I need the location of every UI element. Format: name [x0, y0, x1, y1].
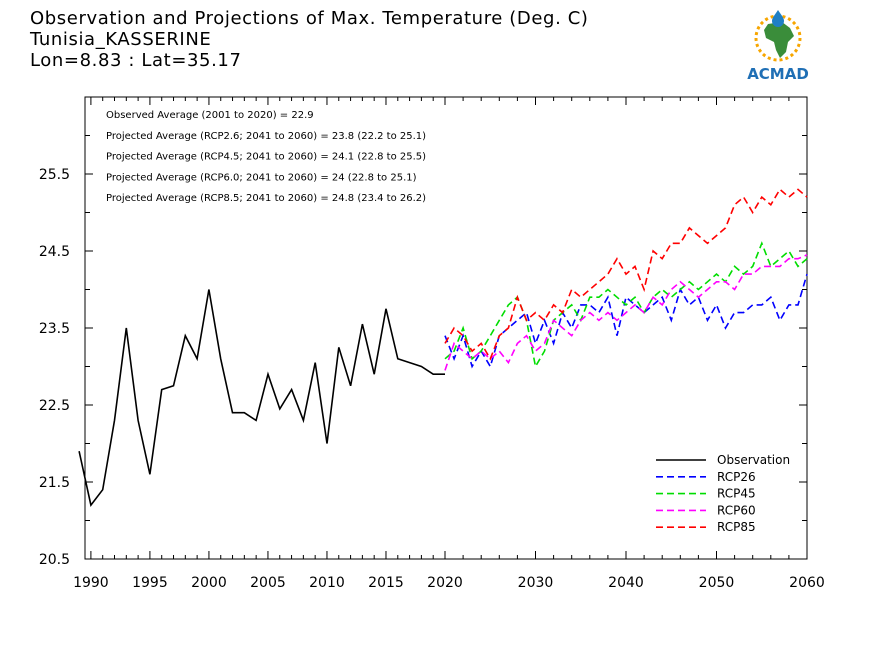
y-tick-label: 22.5: [39, 398, 70, 414]
legend-label: RCP45: [717, 487, 756, 501]
logo-text: ACMAD: [747, 65, 809, 83]
x-tick-label: 1990: [73, 575, 109, 591]
x-tick-label: 2050: [699, 575, 735, 591]
station-coordinates: Lon=8.83 : Lat=35.17: [30, 50, 242, 71]
legend: Observation RCP26 RCP45 RCP60 RCP85: [656, 453, 790, 534]
x-tick-label: 2020: [427, 575, 463, 591]
legend-label: RCP85: [717, 520, 756, 534]
y-tick-label: 21.5: [39, 475, 70, 491]
series-line-rcp45: [444, 241, 808, 369]
annotation-line: Projected Average (RCP8.5; 2041 to 2060)…: [106, 193, 426, 204]
series-group: [78, 188, 808, 507]
series-line-rcp85: [444, 188, 808, 361]
x-tick-label: 1995: [132, 575, 168, 591]
annotation-line: Observed Average (2001 to 2020) = 22.9: [106, 110, 314, 121]
acmad-logo: ACMAD: [747, 10, 809, 83]
legend-label: RCP26: [717, 470, 756, 484]
x-tick-label: 2000: [191, 575, 227, 591]
annotation-line: Projected Average (RCP2.6; 2041 to 2060)…: [106, 131, 426, 142]
chart-title: Observation and Projections of Max. Temp…: [30, 8, 589, 29]
africa-map-logo-icon: [754, 10, 802, 62]
x-tick-label: 2015: [368, 575, 404, 591]
plot-area: 20.5 21.5 22.5 23.5 24.5 25.5 1990 1995 2000 2005…: [39, 96, 825, 591]
station-name: Tunisia_KASSERINE: [30, 29, 212, 50]
x-tick-label: 2030: [518, 575, 554, 591]
y-tick-label: 25.5: [39, 167, 70, 183]
annotation-line: Projected Average (RCP6.0; 2041 to 2060)…: [106, 172, 417, 183]
legend-label: RCP60: [717, 503, 756, 517]
plot-frame: [84, 96, 808, 560]
x-tick-label: 2005: [250, 575, 286, 591]
series-line-observation: [78, 289, 445, 507]
y-tick-label: 20.5: [39, 552, 70, 568]
legend-label: Observation: [717, 453, 790, 467]
chart-title-block: Observation and Projections of Max. Temp…: [30, 8, 589, 71]
series-line-rcp60: [444, 254, 808, 371]
y-tick-label: 23.5: [39, 321, 70, 337]
x-tick-label: 2060: [789, 575, 825, 591]
x-tick-label: 2010: [309, 575, 345, 591]
y-tick-label: 24.5: [39, 244, 70, 260]
annotation-line: Projected Average (RCP4.5; 2041 to 2060)…: [106, 152, 426, 163]
annotation-group: Observed Average (2001 to 2020) = 22.9 Pr…: [106, 110, 426, 204]
x-tick-label: 2040: [608, 575, 644, 591]
